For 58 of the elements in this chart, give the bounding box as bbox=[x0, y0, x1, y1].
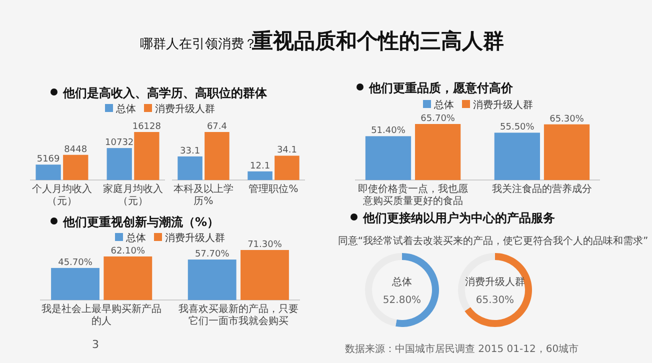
text: 同意“我经常试着去改装买来的产品，使它更符合我个人的品味和需求” bbox=[338, 235, 648, 247]
data-label: 62.10% bbox=[110, 246, 146, 256]
bar bbox=[63, 154, 88, 180]
legend-label: 消费升级人群 bbox=[155, 103, 215, 115]
x-tick-label: 我关注食品的营养成分 bbox=[492, 183, 592, 195]
bar bbox=[106, 148, 132, 180]
bar bbox=[248, 171, 272, 180]
bar bbox=[188, 260, 236, 300]
legend-label: 总体 bbox=[433, 99, 454, 111]
legend-label: 总体 bbox=[115, 103, 136, 115]
data-label: 55.50% bbox=[500, 122, 535, 133]
bar bbox=[274, 156, 300, 180]
chart-title: 他们是高收入、高学历、高职位的群体 bbox=[62, 86, 268, 100]
legend-label: 消费升级人群 bbox=[165, 232, 225, 244]
data-label: 33.1 bbox=[180, 146, 200, 156]
chart-title: 他们更重视创新与潮流（%） bbox=[62, 215, 220, 229]
data-label: 71.30% bbox=[248, 240, 282, 250]
data-label: 10732 bbox=[105, 138, 134, 148]
bar bbox=[204, 132, 230, 180]
bar bbox=[494, 132, 540, 180]
source-note: 数据来源：中国城市居民调查 2015 01-12，60城市 bbox=[345, 343, 579, 355]
slice-label: 消费升级人群 bbox=[465, 276, 525, 288]
data-label: 52.80% bbox=[382, 295, 422, 306]
x-tick-label: 家庭月均收入（元） bbox=[103, 183, 164, 207]
slice-label: 总体 bbox=[391, 276, 412, 288]
x-tick-label: 即使价格贵一点，我也愿意购买质量更好的食品 bbox=[358, 183, 468, 207]
legend-label: 总体 bbox=[125, 232, 146, 244]
chart-title: 他们更重品质，愿意付高价 bbox=[368, 81, 514, 95]
data-label: 16128 bbox=[132, 122, 162, 132]
data-label: 12.1 bbox=[250, 161, 270, 172]
data-label: 65.70% bbox=[420, 114, 456, 124]
data-label: 57.70% bbox=[194, 250, 230, 260]
x-tick-label: 个人月均收入（元） bbox=[32, 183, 92, 207]
donut-slice bbox=[464, 253, 532, 327]
bar bbox=[36, 164, 61, 180]
bar bbox=[240, 250, 289, 300]
data-label: 65.30% bbox=[550, 114, 584, 124]
bar bbox=[51, 268, 100, 300]
chart-title: 他们更接纳以用户为中心的产品服务 bbox=[362, 211, 555, 225]
data-label: 5169 bbox=[36, 154, 60, 165]
legend-label: 消费升级人群 bbox=[473, 99, 533, 111]
bar bbox=[134, 132, 160, 180]
x-tick-label: 本科及以上学历% bbox=[174, 183, 234, 207]
bar bbox=[178, 156, 202, 180]
data-label: 8448 bbox=[64, 144, 88, 155]
x-tick-label: 管理职位% bbox=[248, 183, 298, 195]
bar bbox=[544, 124, 590, 180]
data-label: 51.40% bbox=[371, 126, 406, 136]
x-tick-label: 我喜欢买最新的产品，只要它们一面市我就会购买 bbox=[178, 303, 298, 327]
data-label: 45.70% bbox=[58, 258, 93, 268]
data-label: 67.4 bbox=[206, 122, 228, 132]
data-label: 65.30% bbox=[476, 295, 514, 306]
text: 3 bbox=[92, 338, 99, 351]
data-label: 34.1 bbox=[276, 146, 297, 156]
bar bbox=[415, 124, 461, 180]
x-tick-label: 我是社会上最早购买新产品的人 bbox=[42, 303, 162, 327]
bar bbox=[365, 136, 412, 180]
bar bbox=[104, 256, 152, 300]
